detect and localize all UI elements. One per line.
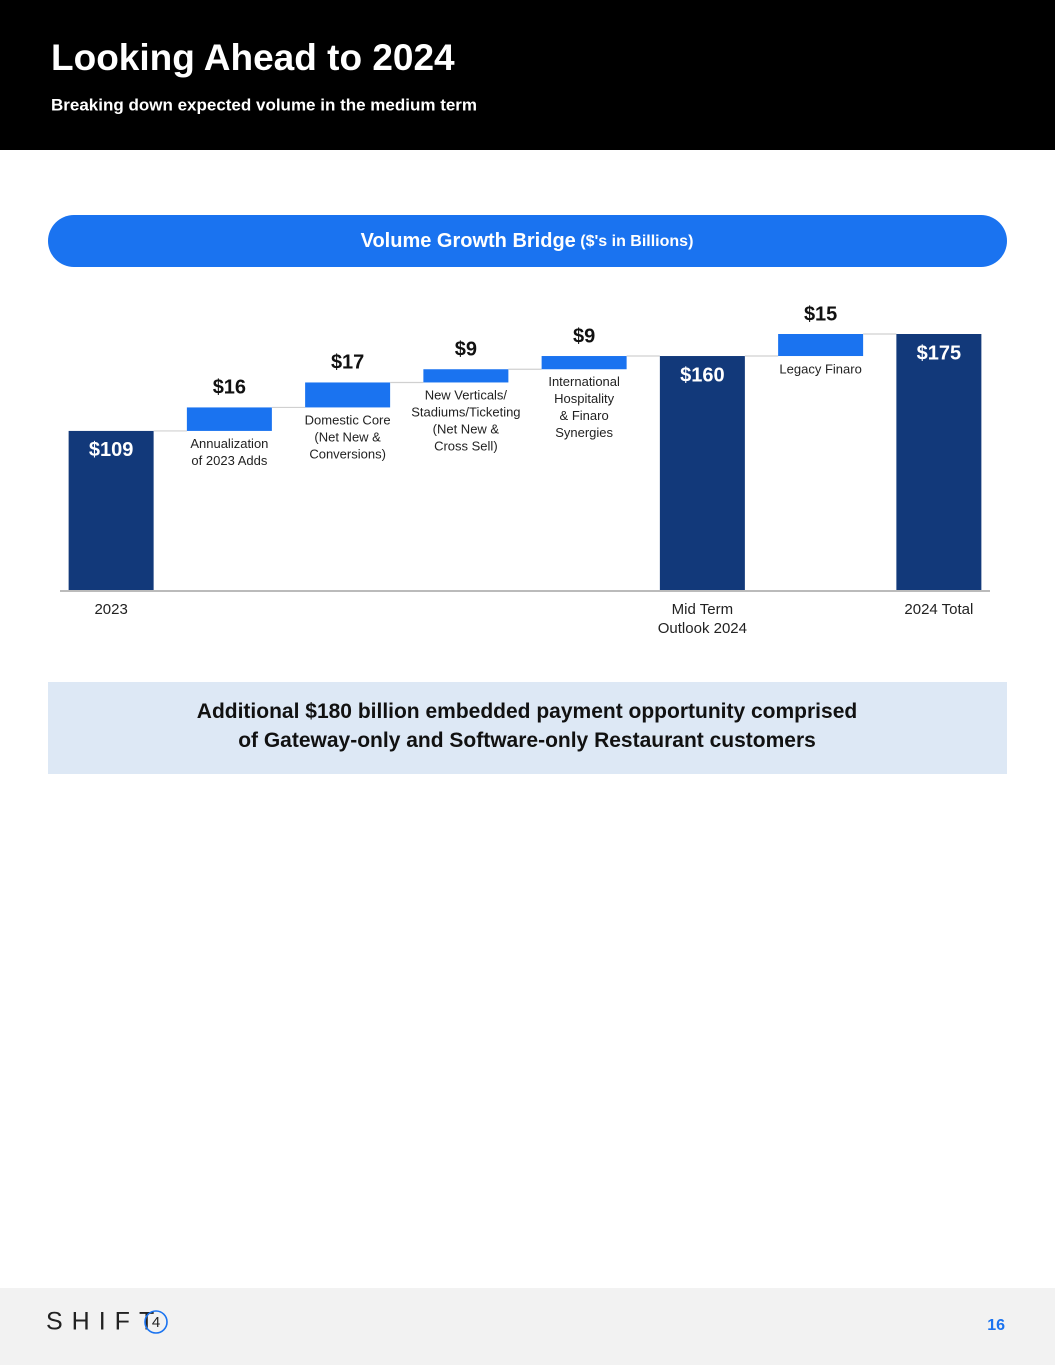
- x-tick-label: 2023: [94, 601, 127, 618]
- chart-units: ($'s in Billions): [580, 233, 693, 250]
- chart-header: [48, 215, 1007, 267]
- subtitle: Breaking down expected volume in the med…: [51, 95, 477, 114]
- title: Looking Ahead to 2024: [51, 37, 455, 78]
- callout-box: [48, 682, 1007, 774]
- bar: [68, 430, 154, 591]
- value-label: $9: [455, 339, 477, 361]
- value-label: $16: [213, 377, 246, 399]
- bar-label: Legacy Finaro: [779, 361, 861, 376]
- value-label: $175: [917, 342, 962, 364]
- bar: [305, 382, 391, 408]
- value-label: $15: [804, 303, 837, 325]
- page-number: 16: [987, 1317, 1005, 1334]
- x-tick-label: Mid Term Outlook 2024: [658, 601, 747, 637]
- x-tick-label: 2024 Total: [904, 601, 973, 618]
- bar: [778, 334, 864, 357]
- bar-label: International Hospitality & Finaro Synergie…: [548, 375, 620, 441]
- value-label: $160: [680, 364, 725, 386]
- bar: [659, 356, 745, 591]
- bar: [423, 369, 509, 383]
- bar: [186, 407, 272, 431]
- value-label: $17: [331, 352, 364, 374]
- value-label: $109: [89, 439, 134, 461]
- bar: [541, 356, 627, 370]
- logo-ring: [144, 1310, 168, 1334]
- bar-label: Domestic Core (Net New & Conversions): [305, 413, 391, 462]
- callout-text: Additional $180 billion embedded payment…: [197, 700, 857, 752]
- chart-title: Volume Growth Bridge ($'s in Billions): [361, 230, 694, 252]
- chart-title-main: Volume Growth Bridge: [361, 230, 576, 252]
- logo-mark: 4: [152, 1314, 160, 1331]
- value-label: $9: [573, 325, 595, 347]
- header-bar: [0, 0, 1055, 150]
- footer-bar: [0, 1288, 1055, 1365]
- bar-label: Annualization of 2023 Adds: [190, 436, 268, 468]
- bar-label: New Verticals/Stadiums/Ticketing (Net New…: [411, 388, 520, 454]
- bar: [896, 334, 982, 591]
- logo-text: SHIFT: [46, 1308, 163, 1336]
